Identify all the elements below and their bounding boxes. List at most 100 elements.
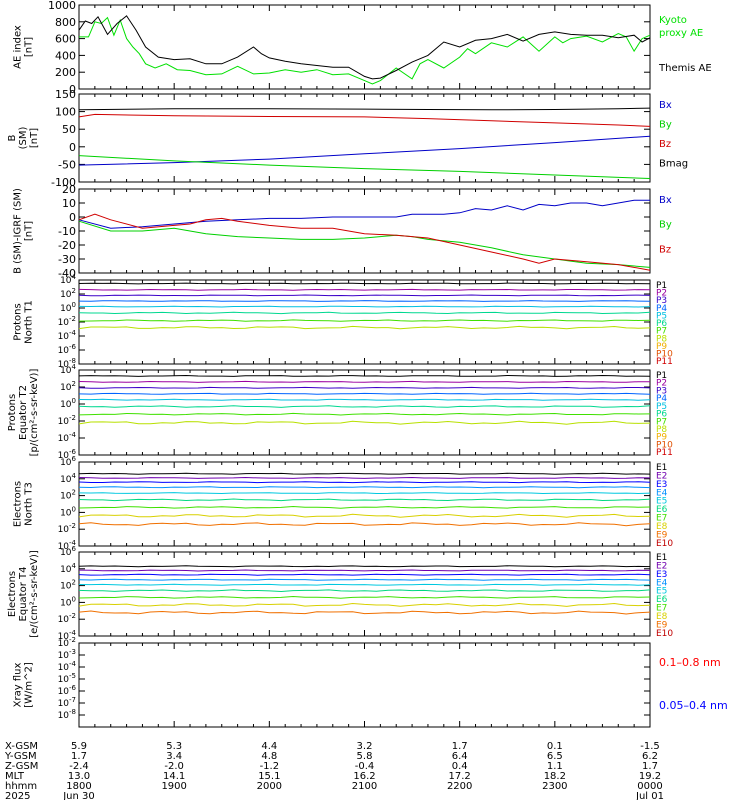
ephemeris-value: 13.0 [68, 771, 90, 782]
channel-line-p6 [78, 405, 651, 408]
series-line-by [78, 220, 651, 268]
series-line-bz [78, 213, 651, 271]
ephemeris-value: -1.5 [640, 741, 660, 752]
channel-label: P2 [656, 379, 667, 389]
y-tick-label: 106 [60, 545, 76, 558]
ephemeris-value: 1.1 [547, 761, 563, 772]
panel-bsm: -100 -50 0 50 100 150 B (SM) [nT] Bx By Bz Bmag [7, 88, 688, 189]
channel-label: P5 [656, 311, 667, 321]
y-tick-label: 102 [60, 287, 76, 300]
ephemeris-value: 0.4 [452, 761, 468, 772]
ephemeris-value: 1.7 [71, 751, 87, 762]
channel-line-e4 [78, 486, 651, 489]
panel-frame [78, 279, 651, 365]
legend-entry: Kyoto [659, 15, 687, 26]
ephemeris-row-label: Z-GSM [5, 761, 38, 772]
y-tick-label: 10 [62, 197, 76, 210]
channel-label: E8 [656, 522, 668, 532]
y-axis-label: North T3 [24, 482, 35, 526]
y-tick-label: 10-2 [58, 612, 76, 625]
legend-entry: Bz [659, 139, 671, 150]
y-tick-label: 10-4 [58, 539, 77, 552]
y-tick-label: 10-4 [58, 329, 77, 342]
ephemeris-value: -2.0 [164, 761, 184, 772]
channel-label: E1 [656, 463, 667, 473]
channel-label: P1 [656, 281, 667, 291]
ephemeris-value: 4.4 [261, 741, 277, 752]
ephemeris-value: 2200 [447, 781, 472, 792]
legend-entry: Bmag [659, 159, 688, 170]
channel-label: P10 [656, 440, 673, 450]
ephemeris-value: 6.2 [642, 751, 658, 762]
ephemeris-value: 15.1 [258, 771, 280, 782]
ephemeris-value: 3.2 [357, 741, 373, 752]
ephemeris-value: 1.7 [452, 741, 468, 752]
channel-label: E5 [656, 497, 667, 507]
channel-label: P9 [656, 433, 667, 443]
ephemeris-value: 14.1 [163, 771, 185, 782]
ephemeris-table: X-GSMY-GSMZ-GSMMLThhmm20255.91.7-2.413.0… [4, 741, 664, 800]
y-axis-label: Equator T2 [18, 385, 29, 440]
ephemeris-value: 5.9 [71, 741, 87, 752]
channel-label: E10 [656, 539, 673, 549]
channel-label: P11 [656, 357, 673, 367]
ephemeris-value: 1800 [66, 781, 91, 792]
channel-line-p5 [78, 305, 651, 308]
channel-label: P4 [656, 304, 667, 314]
channel-label: E3 [656, 480, 667, 490]
y-tick-label: 10-2 [58, 315, 76, 328]
y-tick-label: -100 [51, 176, 76, 189]
ephemeris-value: 17.2 [449, 771, 471, 782]
y-tick-label: -50 [58, 158, 76, 171]
y-tick-label: 10-2 [58, 522, 76, 535]
channel-label: E2 [656, 471, 667, 481]
channel-line-e1 [78, 565, 651, 568]
channel-line-e3 [78, 481, 651, 484]
channel-line-p5 [78, 398, 651, 401]
channel-label: P3 [656, 386, 667, 396]
y-tick-label: 10-6 [58, 343, 77, 356]
channel-line-p8 [78, 325, 651, 330]
ephemeris-row-label: Y-GSM [4, 751, 37, 762]
y-axis-label: AE index [13, 25, 24, 69]
channel-label: P10 [656, 350, 673, 360]
channel-line-p7 [78, 319, 651, 322]
y-axis-label: Equator T4 [18, 567, 29, 622]
channel-line-p1 [78, 282, 651, 285]
channel-line-p3 [78, 386, 651, 389]
y-tick-label: 10-6 [58, 684, 77, 697]
panel-frame [78, 461, 651, 547]
y-tick-label: 600 [55, 33, 76, 46]
channel-line-p7 [78, 412, 651, 416]
series-line-bx [78, 199, 650, 229]
y-axis-label: [W/m^2] [24, 662, 35, 708]
legend-entry: Bx [659, 195, 672, 206]
panel-frame [78, 551, 651, 637]
panel-frame [78, 642, 651, 728]
channel-line-e9 [78, 522, 651, 527]
y-axis-label: B [7, 134, 18, 141]
y-tick-label: 102 [60, 579, 76, 592]
series-line-themis-ae [78, 15, 651, 80]
channel-label: P7 [656, 417, 667, 427]
channel-line-e8 [78, 602, 651, 607]
legend-entry: Bx [659, 100, 672, 111]
ephemeris-value: -1.2 [260, 761, 280, 772]
y-tick-label: 100 [60, 505, 76, 518]
y-tick-label: 10-7 [58, 696, 76, 709]
ephemeris-row-label: 2025 [5, 791, 30, 800]
channel-label: E8 [656, 612, 668, 622]
ephemeris-value: 6.5 [547, 751, 563, 762]
channel-label: P4 [656, 394, 667, 404]
legend-entry: Bz [659, 244, 671, 255]
channel-line-p8 [78, 420, 651, 425]
y-axis-label: [nT] [24, 37, 35, 57]
channel-line-e5 [78, 492, 651, 495]
channel-label: P5 [656, 402, 667, 412]
ephemeris-value: 3.4 [166, 751, 182, 762]
y-axis-label: Xray flux [13, 663, 24, 708]
channel-line-p2 [78, 380, 651, 383]
y-tick-label: 104 [60, 363, 76, 376]
